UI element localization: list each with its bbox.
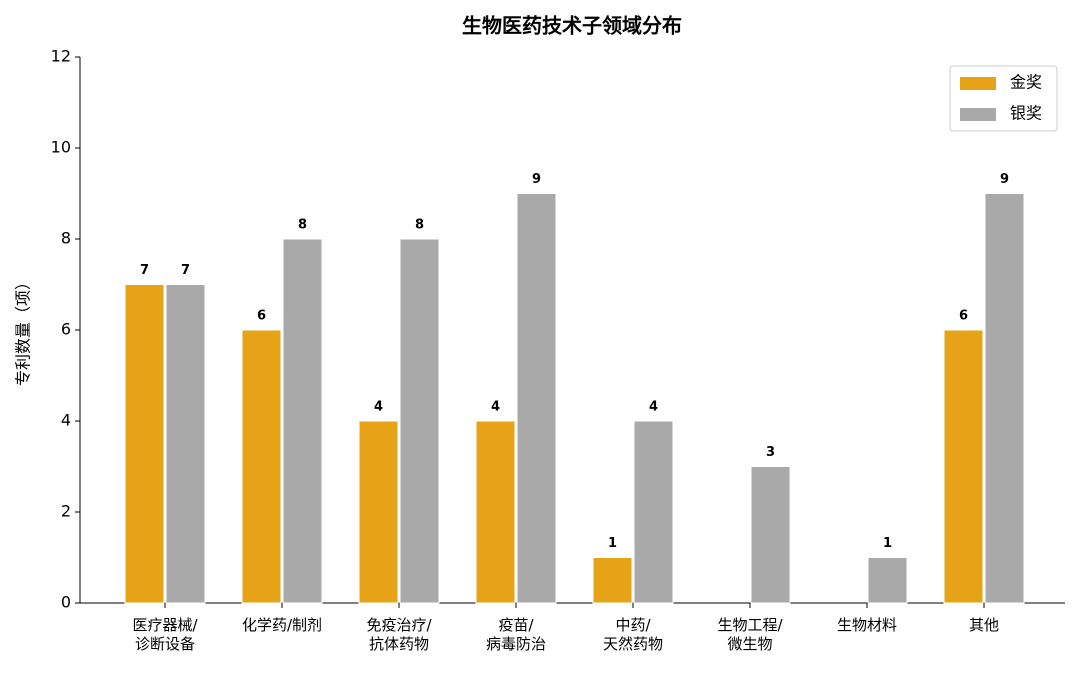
x-tick-label-line: 化学药/制剂 bbox=[242, 616, 322, 634]
x-tick-label-line: 医疗器械/ bbox=[132, 616, 198, 634]
data-label: 8 bbox=[298, 218, 307, 233]
data-label: 9 bbox=[532, 172, 541, 187]
x-tick-label-line: 生物材料 bbox=[837, 616, 897, 634]
data-label: 6 bbox=[257, 309, 266, 324]
y-tick-label: 4 bbox=[61, 411, 71, 430]
data-label: 6 bbox=[959, 309, 968, 324]
x-tick-label-line: 微生物 bbox=[727, 635, 772, 653]
x-tick-label-line: 中药/ bbox=[615, 616, 651, 634]
data-label: 7 bbox=[140, 263, 149, 278]
y-tick-label: 10 bbox=[51, 138, 71, 157]
x-tick-label: 其他 bbox=[969, 616, 999, 634]
bar bbox=[165, 284, 206, 604]
bar bbox=[750, 466, 791, 604]
data-label: 4 bbox=[491, 400, 500, 415]
bar bbox=[124, 284, 165, 604]
x-tick-label-line: 天然药物 bbox=[603, 635, 663, 653]
data-label: 1 bbox=[608, 536, 617, 551]
bar bbox=[399, 238, 440, 604]
y-tick-label: 2 bbox=[61, 502, 71, 521]
x-tick-label-line: 诊断设备 bbox=[135, 635, 195, 653]
bar bbox=[358, 420, 399, 604]
chart-title: 生物医药技术子领域分布 bbox=[462, 14, 682, 38]
legend-swatch bbox=[960, 108, 996, 121]
y-tick-label: 12 bbox=[51, 47, 71, 66]
legend-label: 银奖 bbox=[1010, 104, 1042, 123]
data-label: 4 bbox=[374, 400, 383, 415]
x-tick-label: 中药/天然药物 bbox=[603, 616, 663, 653]
bar bbox=[282, 238, 323, 604]
data-label: 1 bbox=[883, 536, 892, 551]
data-label: 3 bbox=[766, 445, 775, 460]
bar bbox=[516, 193, 557, 604]
x-tick-label-line: 免疫治疗/ bbox=[366, 616, 432, 634]
x-tick-label: 生物工程/微生物 bbox=[717, 616, 783, 653]
x-tick-label-line: 其他 bbox=[969, 616, 999, 634]
x-tick-label: 医疗器械/诊断设备 bbox=[132, 616, 198, 653]
data-label: 8 bbox=[415, 218, 424, 233]
bar bbox=[984, 193, 1025, 604]
legend-label: 金奖 bbox=[1010, 73, 1042, 92]
x-tick-label: 疫苗/病毒防治 bbox=[486, 616, 546, 653]
data-label: 9 bbox=[1000, 172, 1009, 187]
y-tick-label: 8 bbox=[61, 229, 71, 248]
x-tick-label: 生物材料 bbox=[837, 616, 897, 634]
x-tick-label-line: 抗体药物 bbox=[369, 635, 429, 653]
y-tick-label: 0 bbox=[61, 593, 71, 612]
bar bbox=[475, 420, 516, 604]
x-tick-label-line: 病毒防治 bbox=[486, 635, 546, 653]
x-tick-label: 化学药/制剂 bbox=[242, 616, 322, 634]
bar bbox=[592, 557, 633, 604]
x-tick-label-line: 疫苗/ bbox=[498, 616, 534, 634]
bar bbox=[241, 329, 282, 604]
data-label: 4 bbox=[649, 400, 658, 415]
legend-swatch bbox=[960, 77, 996, 90]
bar bbox=[633, 420, 674, 604]
bar bbox=[943, 329, 984, 604]
y-axis-label: 专利数量（项） bbox=[14, 274, 33, 386]
x-tick-label: 免疫治疗/抗体药物 bbox=[366, 616, 432, 653]
x-tick-label-line: 生物工程/ bbox=[717, 616, 783, 634]
data-label: 7 bbox=[181, 263, 190, 278]
y-tick-label: 6 bbox=[61, 320, 71, 339]
bar bbox=[867, 557, 908, 604]
